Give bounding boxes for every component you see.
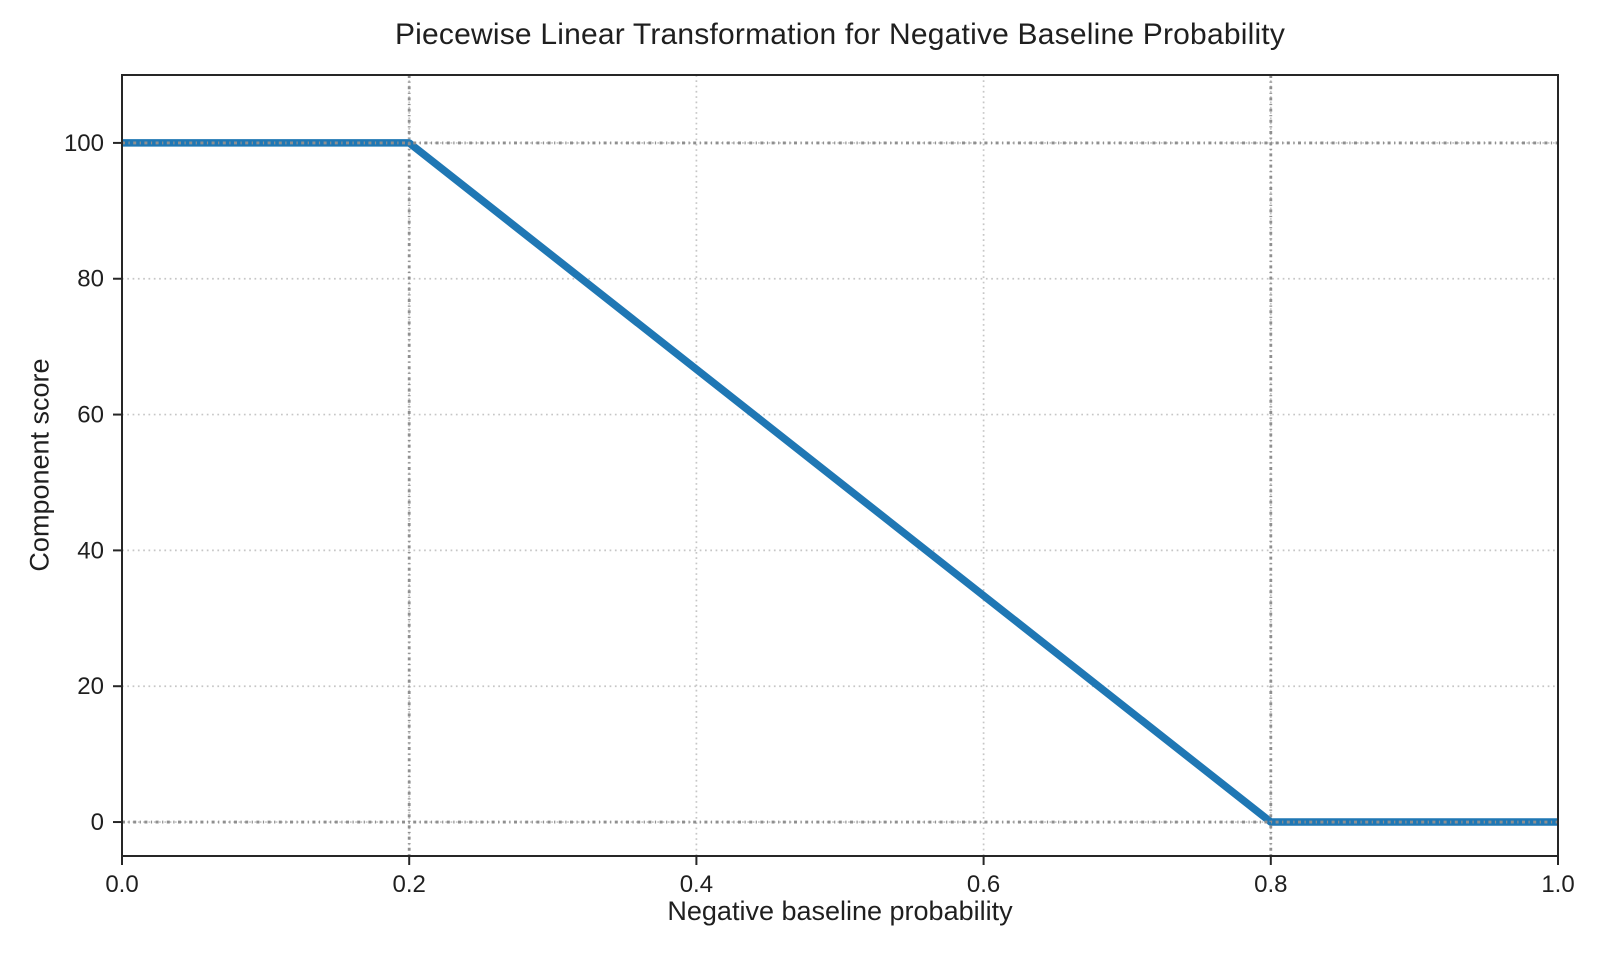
x-axis-label: Negative baseline probability	[667, 896, 1013, 926]
x-tick-label: 0.6	[967, 871, 1000, 898]
x-tick-label: 0.8	[1254, 871, 1287, 898]
x-tick-label: 0.4	[680, 871, 713, 898]
y-tick-label: 80	[77, 266, 104, 293]
y-tick-label: 100	[64, 130, 104, 157]
y-tick-label: 40	[77, 537, 104, 564]
series-line-piecewise-linear-transform	[122, 139, 1558, 826]
y-axis-label: Component score	[24, 358, 55, 572]
axes-spines	[121, 74, 1559, 857]
y-tick-label: 20	[77, 673, 104, 700]
chart-title: Piecewise Linear Transformation for Nega…	[394, 18, 1286, 51]
x-tick-label: 0.2	[393, 871, 426, 898]
y-tick-label: 60	[77, 402, 104, 429]
x-tick-label: 1.0	[1541, 871, 1574, 898]
y-tick-label: 0	[91, 809, 104, 836]
x-tick-label: 0.0	[105, 871, 138, 898]
